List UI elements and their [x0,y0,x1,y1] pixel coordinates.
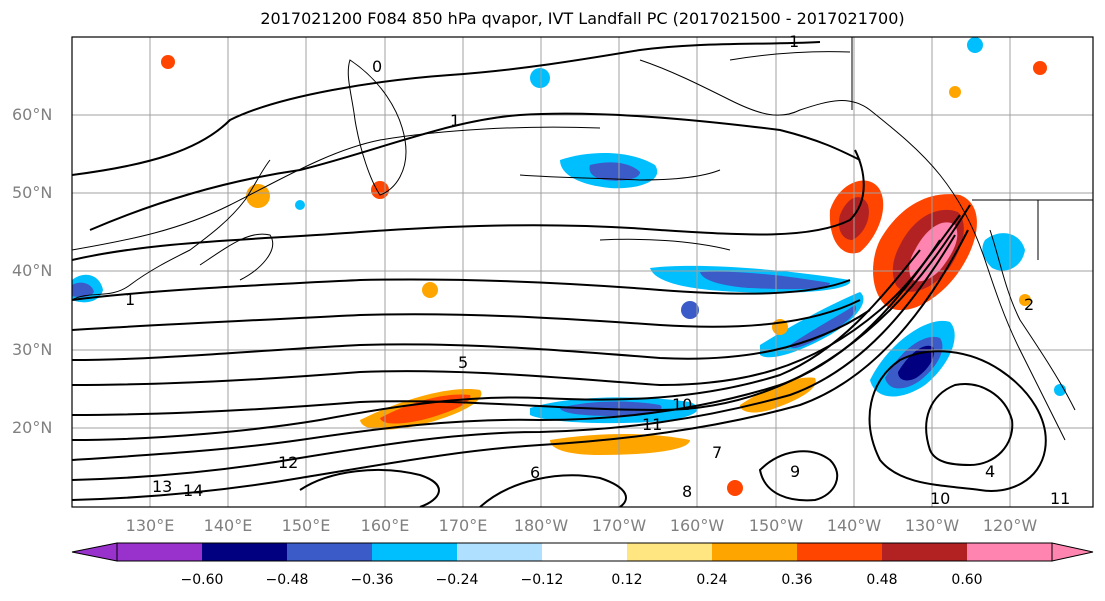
lon-label: 180°W [513,516,569,535]
contour-label: 1 [789,32,799,51]
contour-label: 11 [1050,489,1070,508]
lon-label: 120°W [982,516,1038,535]
contour-label: 6 [530,463,540,482]
map-frame [71,36,1094,508]
colorbar-extend-low [71,542,118,562]
contour-label-group: 0 1 1 5 11 10 12 13 14 6 8 10 2 4 1 9 11… [125,32,1070,508]
colorbar-segment [117,543,202,561]
colorbar-tick-label: −0.12 [520,572,564,588]
contour-label: 10 [930,489,950,508]
lat-label: 20°N [12,418,53,437]
colorbar-tick-label: 0.60 [951,572,983,588]
lon-label: 130°W [904,516,960,535]
colorbar-outline [116,542,1053,562]
colorbar-tick-label: 0.12 [611,572,643,588]
colorbar-tick-label: −0.48 [265,572,309,588]
colorbar-tick-label: 0.48 [866,572,898,588]
lon-label: 130°E [125,516,175,535]
contour-label: 1 [450,111,460,130]
colorbar-segment [202,543,287,561]
contour-label: 2 [1024,295,1034,314]
contour-label: 0 [372,57,382,76]
lon-label: 150°W [748,516,804,535]
colorbar-segment [797,543,882,561]
colorbar-tick-label: 0.36 [781,572,813,588]
lon-label: 170°E [438,516,488,535]
contour-label: 13 [152,477,172,496]
contour-label: 1 [125,290,135,309]
lon-label: 140°W [826,516,882,535]
lon-label: 160°E [360,516,410,535]
colorbar-segment [287,543,372,561]
colorbar-extend-high [1051,542,1094,562]
contour-label: 10 [672,395,692,414]
anomaly-fills [72,37,1066,496]
colorbar-tick-label: 0.24 [696,572,728,588]
lat-label: 30°N [12,340,53,359]
contour-label: 7 [712,443,722,462]
lon-label: 140°E [203,516,253,535]
colorbar-segment [627,543,712,561]
lon-label: 170°W [591,516,647,535]
colorbar [71,542,1094,562]
colorbar-segment [457,543,542,561]
lat-label: 50°N [12,183,53,202]
colorbar-tick-label: −0.60 [180,572,224,588]
colorbar-segment [542,543,627,561]
map-title: 2017021200 F084 850 hPa qvapor, IVT Land… [260,9,905,28]
thin-contours [72,126,1076,411]
coastlines [72,37,1093,441]
contour-label: 4 [985,462,995,481]
contour-label: 5 [458,353,468,372]
colorbar-segment [372,543,457,561]
colorbar-segment [967,543,1052,561]
contour-label: 12 [278,453,298,472]
colorbar-tick-label: −0.36 [350,572,394,588]
colorbar-segment [712,543,797,561]
contour-label: 14 [183,481,203,500]
contour-label: 9 [790,462,800,481]
colorbar-segment [882,543,967,561]
lat-label: 60°N [12,105,53,124]
contour-label: 11 [642,415,662,434]
contours [72,41,1047,507]
colorbar-tick-label: −0.24 [435,572,479,588]
lon-label: 150°E [281,516,331,535]
contour-label: 8 [682,482,692,501]
lon-label: 160°W [669,516,725,535]
lat-label: 40°N [12,261,53,280]
